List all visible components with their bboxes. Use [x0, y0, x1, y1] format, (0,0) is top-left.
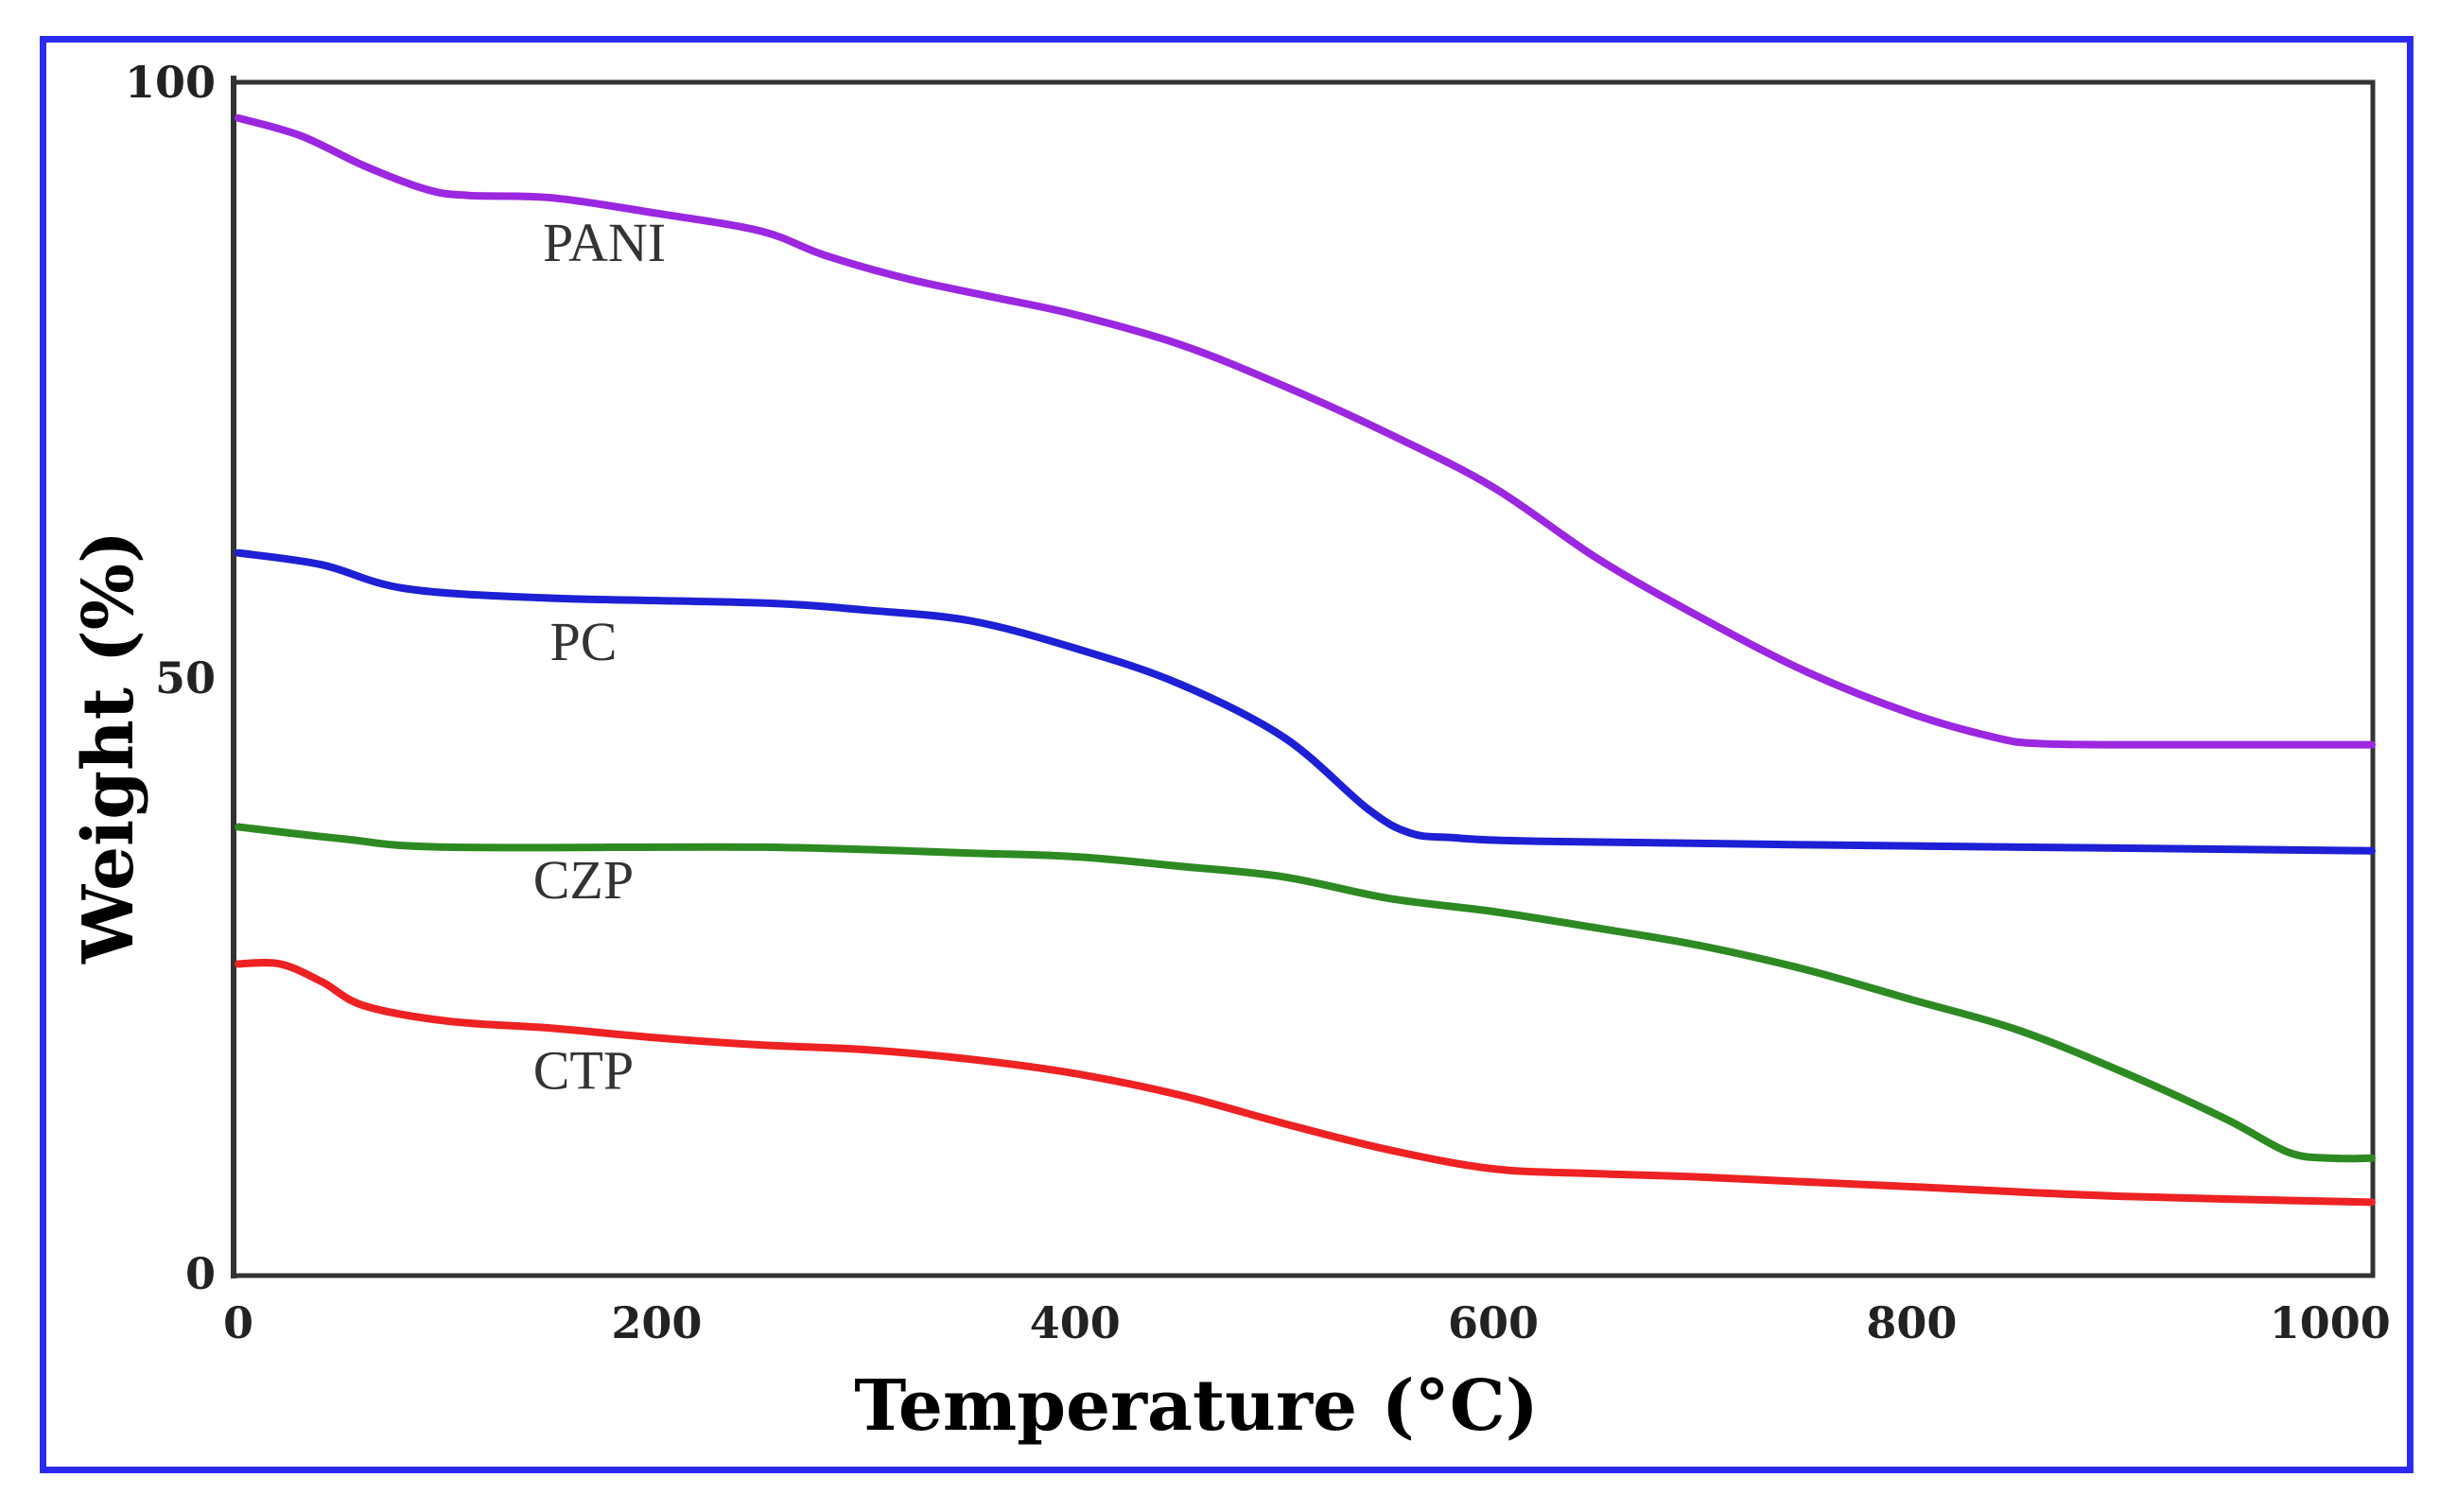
y-tick-label: 100	[125, 57, 216, 108]
x-tick-label: 0	[223, 1297, 253, 1348]
x-tick-label: 600	[1448, 1297, 1539, 1348]
y-axis-title: Weight (%)	[68, 530, 149, 965]
series-group	[235, 113, 2376, 1207]
y-tick-label: 0	[185, 1248, 216, 1299]
x-tick-label: 400	[1030, 1297, 1121, 1348]
series-label-pani: PANI	[543, 212, 666, 273]
series-line-czp	[235, 823, 2376, 1163]
y-axis: 0 50 100	[125, 57, 216, 1299]
series-label-ctp: CTP	[533, 1040, 634, 1102]
x-axis-title: Temperature (°C)	[854, 1365, 1538, 1447]
x-axis: 0 200 400 600 800 1000	[223, 1297, 2391, 1348]
chart-frame	[40, 36, 2413, 1473]
x-tick-label: 200	[611, 1297, 702, 1348]
series-label-pc: PC	[549, 611, 617, 672]
series-line-pc	[235, 548, 2376, 855]
y-tick-label: 50	[155, 652, 216, 704]
series-label-czp: CZP	[533, 849, 634, 911]
series-line-pani	[235, 113, 2376, 749]
x-tick-label: 800	[1866, 1297, 1957, 1348]
series-line-ctp	[235, 959, 2376, 1207]
series-labels: PANI PC CZP CTP	[533, 212, 666, 1102]
x-tick-label: 1000	[2270, 1297, 2391, 1348]
